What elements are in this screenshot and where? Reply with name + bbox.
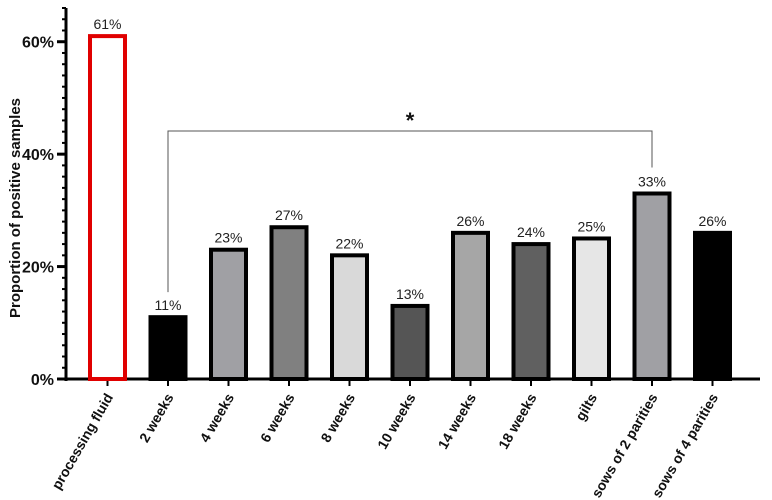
significance-bracket: * [167,108,653,293]
data-label: 27% [275,207,303,223]
bar [693,230,732,381]
bar [88,34,127,382]
bar [632,191,672,381]
y-tick-label: 40% [22,147,54,164]
data-label: 61% [93,16,121,32]
category-label: 18 weeks [495,390,540,451]
bar [390,303,430,382]
data-label: 23% [214,230,242,246]
category-label: 10 weeks [374,390,419,451]
data-label: 33% [638,174,666,190]
bar [511,242,551,381]
y-tick-label: 20% [22,260,54,277]
data-label: 11% [155,297,182,313]
category-label: 2 weeks [136,390,177,445]
data-label: 25% [577,218,605,234]
category-label: sows of 2 parities [588,390,661,500]
bar [148,315,188,381]
category-label: sows of 4 parities [648,390,721,500]
category-label: 4 weeks [196,390,237,445]
data-label: 26% [456,213,484,229]
y-axis-title: Proportion of positive samples [7,98,24,318]
bar [451,230,490,381]
bar [269,225,309,381]
bar [572,236,611,381]
category-label: 8 weeks [317,390,358,445]
data-label: 26% [698,213,726,229]
category-label: processing fluid [48,391,116,493]
category-label: 6 weeks [257,390,298,445]
bar [209,247,248,381]
category-label: 14 weeks [434,390,479,451]
bars: 61% 11% 23% 27% 22% 13% 26% 24% 25% 33% 26% [88,16,732,382]
y-tick-label: 0% [31,372,54,389]
data-label: 13% [396,286,424,302]
bracket-line [167,130,653,293]
category-label: gilts [572,390,600,423]
significance-marker: * [406,108,415,133]
bar [330,253,369,381]
data-label: 22% [335,235,363,251]
data-label: 24% [517,224,545,240]
y-tick-label: 60% [22,35,54,52]
